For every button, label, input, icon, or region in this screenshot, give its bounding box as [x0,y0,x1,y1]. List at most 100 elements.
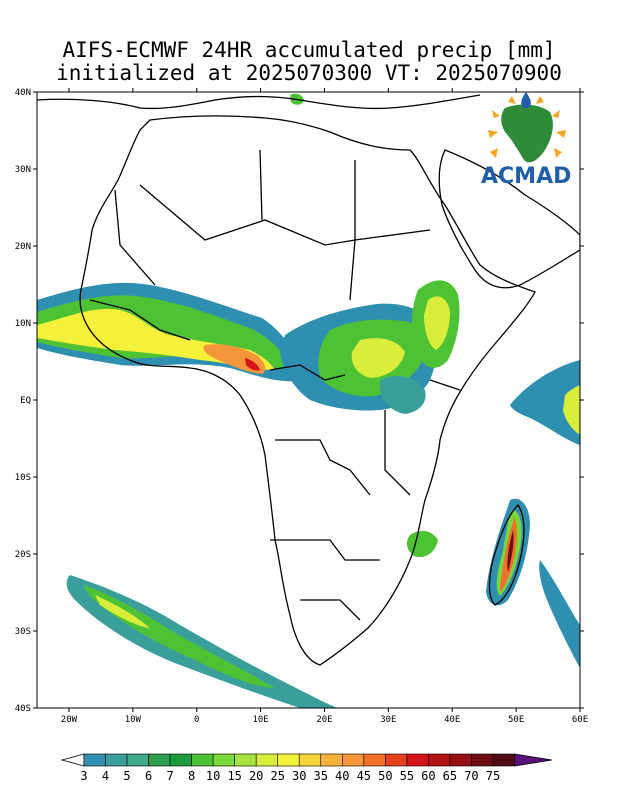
lat-label: 30N [15,165,31,175]
border-sahara-2 [114,189,156,286]
colorbar-label: 55 [400,769,414,783]
colorbar-swatch [212,753,235,767]
madagascar-coastline [488,503,525,606]
colorbar-label: 70 [464,769,478,783]
border-sahara-4 [354,160,431,241]
precip-indian-ocean-east-inner [563,385,580,435]
precip-southern-ocean-band [539,560,580,668]
colorbar-swatch [191,753,214,767]
colorbar-label: 25 [270,769,284,783]
colorbar-swatch [406,753,429,767]
colorbar-label: 20 [249,769,263,783]
colorbar-swatch [320,753,343,767]
lat-label: 40S [15,704,31,714]
colorbar-label: 7 [166,769,173,783]
colorbar-swatch [298,753,322,767]
lat-label: EQ [20,396,31,406]
lat-label: 20S [15,550,31,560]
coastlines [37,94,580,666]
colorbar: 3 4 5 6 7 8 10 15 20 25 30 35 40 45 50 55 60 65 70 75 [60,753,553,783]
longitude-axis: 20W 10W 0 10E 20E 30E 40E 50E 60E [61,88,588,725]
lat-label: 40N [15,88,31,98]
colorbar-swatch [492,753,515,767]
colorbar-swatch [83,753,106,767]
lon-label: 60E [572,715,588,725]
lon-label: 20E [316,715,332,725]
colorbar-swatch [169,753,192,767]
colorbar-swatch [126,753,149,767]
lon-label: 0 [194,715,199,725]
precip-mozambique [406,530,438,558]
border-east-1 [384,410,411,496]
acmad-logo: ACMAD [481,92,571,189]
arabia-coastline [438,149,580,289]
lat-label: 10N [15,319,31,329]
logo-water-drop [521,92,531,109]
colorbar-swatch [148,753,171,767]
logo-sun-rays [488,96,566,158]
colorbar-swatch [471,753,494,767]
colorbar-label: 75 [486,769,500,783]
border-sahara-3 [259,149,263,221]
europe-coastline [37,94,481,110]
colorbar-swatch [341,753,365,767]
lon-label: 50E [508,715,524,725]
colorbar-label: 50 [378,769,392,783]
precip-ethiopia-inner [424,296,450,350]
border-central-2 [275,439,371,496]
colorbar-label: 6 [145,769,152,783]
precip-south-atlantic-mid [84,585,275,688]
border-south-1 [270,539,380,561]
precip-south-atlantic-outer [66,575,340,708]
lat-label: 20N [15,242,31,252]
precip-fields [37,93,580,708]
colorbar-under-arrow [60,753,85,767]
colorbar-label: 3 [80,769,87,783]
colorbar-swatch [277,753,300,767]
lon-label: 20W [61,715,78,725]
lat-label: 10S [15,473,31,483]
chart-title-line1: AIFS-ECMWF 24HR accumulated precip [mm] [62,38,556,62]
lon-label: 10W [125,715,142,725]
africa-coastline [79,115,536,666]
lat-label: 30S [15,627,31,637]
colorbar-swatch [105,753,128,767]
colorbar-label: 35 [314,769,328,783]
logo-text: ACMAD [481,164,571,189]
colorbar-label: 40 [335,769,349,783]
colorbar-label: 10 [206,769,220,783]
colorbar-swatch [449,753,472,767]
colorbar-label: 60 [421,769,435,783]
border-south-2 [300,599,361,621]
border-west-1 [89,299,191,341]
chart-title-line2: initialized at 2025070300 VT: 2025070900 [56,61,562,85]
colorbar-label: 5 [123,769,130,783]
precip-madagascar-peak [507,530,514,572]
colorbar-label: 8 [188,769,195,783]
lon-label: 40E [444,715,460,725]
colorbar-label: 15 [227,769,241,783]
lon-label: 30E [380,715,396,725]
colorbar-swatch [234,753,257,767]
colorbar-swatch [385,753,408,767]
latitude-axis: 40N 30N 20N 10N EQ 10S 20S 30S 40S [15,88,584,714]
lon-label: 10E [252,715,268,725]
colorbar-swatch [363,753,386,767]
logo-africa-shape [501,104,553,163]
border-east-2 [429,379,461,391]
colorbar-swatch [428,753,451,767]
colorbar-over-arrow [514,753,553,767]
precip-east-africa [380,375,426,414]
colorbar-swatch [255,753,279,767]
colorbar-label: 45 [357,769,371,783]
colorbar-label: 65 [443,769,457,783]
precip-indian-ocean-east [510,360,580,445]
precip-guinea-coast-peak [245,358,260,371]
precip-south-atlantic-inner [95,595,150,628]
border-central-1 [269,364,346,381]
colorbar-label: 30 [292,769,306,783]
colorbar-label: 4 [102,769,109,783]
precip-central-africa-inner [351,338,405,378]
border-sahara-1 [139,184,356,301]
